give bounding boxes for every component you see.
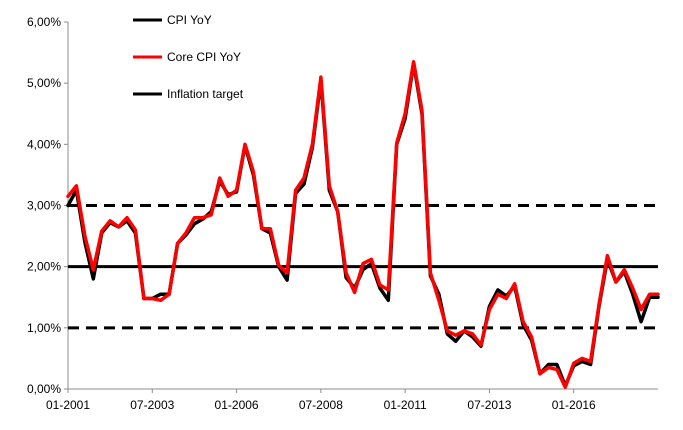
- x-tick-label: 07-2003: [130, 398, 174, 412]
- y-tick-label: 1,00%: [27, 321, 61, 335]
- legend: CPI YoY Core CPI YoY Inflation target: [133, 13, 244, 101]
- x-tick-label: 01-2006: [215, 398, 259, 412]
- y-tick-label: 6,00%: [27, 15, 61, 29]
- x-tick-label: 01-2011: [384, 398, 427, 412]
- series-layer: [66, 60, 660, 389]
- y-tick-label: 3,00%: [27, 199, 61, 213]
- y-tick-label: 0,00%: [27, 382, 61, 396]
- y-tick-label: 5,00%: [27, 76, 61, 90]
- legend-label-inflation-target: Inflation target: [167, 87, 244, 101]
- axes: 0,00% 1,00% 2,00% 3,00% 4,00% 5,00% 6,00% 01-20…: [27, 15, 658, 412]
- y-tick-label: 2,00%: [27, 260, 61, 274]
- x-tick-label: 07-2008: [299, 398, 343, 412]
- series-line-core-cpi-yoy: [66, 60, 660, 389]
- y-tick-label: 4,00%: [27, 137, 61, 151]
- series-line-cpi-yoy: [66, 61, 660, 388]
- x-tick-label: 01-2016: [552, 398, 596, 412]
- legend-label-core-cpi-yoy: Core CPI YoY: [167, 50, 241, 64]
- x-tick-label: 01-2001: [46, 398, 90, 412]
- legend-label-cpi-yoy: CPI YoY: [167, 13, 212, 27]
- x-tick-label: 07-2013: [467, 398, 511, 412]
